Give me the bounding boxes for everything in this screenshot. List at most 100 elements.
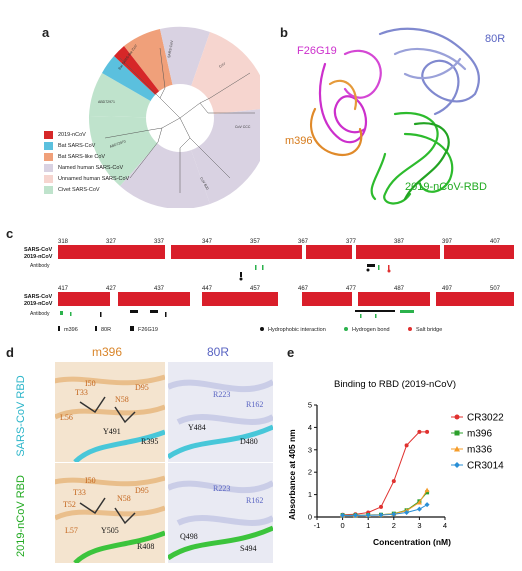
label-m396: m396 (285, 135, 313, 147)
seq-label-sars: SARS-CoV (24, 247, 52, 253)
x-tick-label: 4 (443, 521, 447, 530)
position-number: 318 (58, 239, 69, 245)
res-label: R395 (141, 437, 158, 446)
res-label: L57 (65, 526, 78, 535)
closeup-sars-m396: T33 I50 N58 D95 L56 Y491 R395 (55, 362, 165, 462)
label-f26g19: F26G19 (297, 45, 337, 57)
res-label: I50 (85, 379, 96, 388)
x-axis-label: Concentration (nM) (373, 537, 451, 547)
row-label-sars: SARS-CoV RBD (15, 375, 27, 457)
position-number: 427 (106, 286, 117, 292)
res-label: I50 (85, 476, 96, 485)
closeup-ncov-80r: R223 R162 Q498 S494 (168, 463, 273, 563)
data-point (391, 511, 397, 517)
legend-item: Bat SARS-like CoV (44, 151, 129, 162)
position-number: 417 (58, 286, 69, 292)
res-label: Y491 (103, 427, 121, 436)
res-label: Y505 (101, 526, 119, 535)
res-label: R162 (246, 400, 263, 409)
legend-f26g19: F26G19 (138, 327, 158, 333)
seq-label-ncov: 2019-nCoV (24, 254, 53, 260)
sequence-alignment: 318 327 337 347 357 367 377 387 397 407 417 427 437… (24, 239, 514, 333)
panel-label-d: d (6, 345, 14, 360)
x-tick-label: 3 (417, 521, 421, 530)
x-tick-label: 0 (341, 521, 345, 530)
panel-label-a: a (42, 25, 50, 40)
position-number: 447 (202, 286, 213, 292)
x-tick-label: -1 (314, 521, 321, 530)
x-tick-label: 1 (366, 521, 370, 530)
position-number: 457 (250, 286, 261, 292)
legend-m396: m396 (64, 327, 78, 333)
res-label: N58 (115, 395, 129, 404)
y-tick-label: 5 (308, 401, 312, 410)
data-point (424, 487, 430, 493)
y-tick-label: 1 (308, 490, 312, 499)
res-label: D95 (135, 486, 149, 495)
position-number: 357 (250, 239, 261, 245)
y-tick-label: 2 (308, 468, 312, 477)
position-number: 467 (298, 286, 309, 292)
position-number: 387 (394, 239, 405, 245)
closeup-sars-80r: R223 R162 Y484 D480 (168, 362, 273, 462)
svg-text:ABD72971: ABD72971 (98, 100, 115, 104)
panel-label-c: c (6, 226, 14, 241)
data-point (416, 499, 422, 505)
legend-item: 2019-nCoV (44, 129, 129, 140)
legend-hydrophobic: Hydrophobic interaction (268, 327, 326, 333)
data-point (352, 512, 358, 518)
antibody-label: Antibody (30, 263, 50, 269)
res-label: D480 (240, 437, 258, 446)
res-label: S494 (240, 544, 256, 553)
antibody-label-2: Antibody (30, 311, 50, 317)
x-tick-label: 2 (392, 521, 396, 530)
label-80r: 80R (485, 33, 505, 45)
data-point (425, 429, 430, 434)
data-point (365, 512, 371, 518)
res-label: T33 (73, 488, 86, 497)
svg-text:CoV CCC: CoV CCC (235, 125, 251, 129)
position-number: 397 (442, 239, 453, 245)
col-label-m396: m396 (92, 345, 123, 359)
res-label: L56 (60, 413, 73, 422)
series-line (342, 492, 428, 516)
series-line (342, 489, 428, 516)
y-tick-label: 0 (308, 513, 312, 522)
data-point (379, 504, 383, 509)
legend-hbond: Hydrogen bond (352, 327, 390, 333)
panel-label-e: e (287, 345, 295, 360)
data-point (404, 510, 410, 516)
res-label: R223 (213, 484, 230, 493)
svg-text:ABD72970: ABD72970 (109, 139, 126, 149)
position-number: 487 (394, 286, 405, 292)
data-point (424, 502, 430, 508)
chart-title: Binding to RBD (2019-nCoV) (334, 379, 456, 390)
col-label-80r: 80R (207, 345, 230, 359)
series-line (342, 431, 428, 516)
legend-item: Named human SARS-CoV (44, 162, 129, 173)
data-point (404, 443, 409, 448)
legend-label: m336 (467, 445, 492, 456)
tree-legend: 2019-nCoV Bat SARS-CoV Bat SARS-like CoV… (44, 129, 129, 195)
binding-chart: Binding to RBD (2019-nCoV) Concentration… (287, 379, 504, 547)
legend-label: m396 (467, 429, 492, 440)
res-label: N58 (117, 494, 131, 503)
svg-text:CoV BJ0: CoV BJ0 (199, 177, 209, 191)
svg-text:CoV: CoV (218, 61, 226, 69)
panel-label-b: b (280, 25, 288, 40)
protein-structure: 80R F26G19 m396 2019-nCoV-RBD (285, 27, 505, 205)
res-label: R162 (246, 496, 263, 505)
data-point (425, 490, 430, 495)
position-number: 377 (346, 239, 357, 245)
position-number: 477 (346, 286, 357, 292)
row-label-ncov: 2019-nCoV RBD (15, 475, 27, 557)
position-number: 337 (154, 239, 165, 245)
position-number: 507 (490, 286, 501, 292)
res-label: R408 (137, 542, 154, 551)
legend-label: CR3022 (467, 413, 504, 424)
res-label: Q498 (180, 532, 198, 541)
y-tick-label: 4 (308, 423, 312, 432)
legend-salt-bridge: Salt bridge (416, 327, 442, 333)
res-label: D95 (135, 383, 149, 392)
label-rbd: 2019-nCoV-RBD (405, 181, 487, 193)
